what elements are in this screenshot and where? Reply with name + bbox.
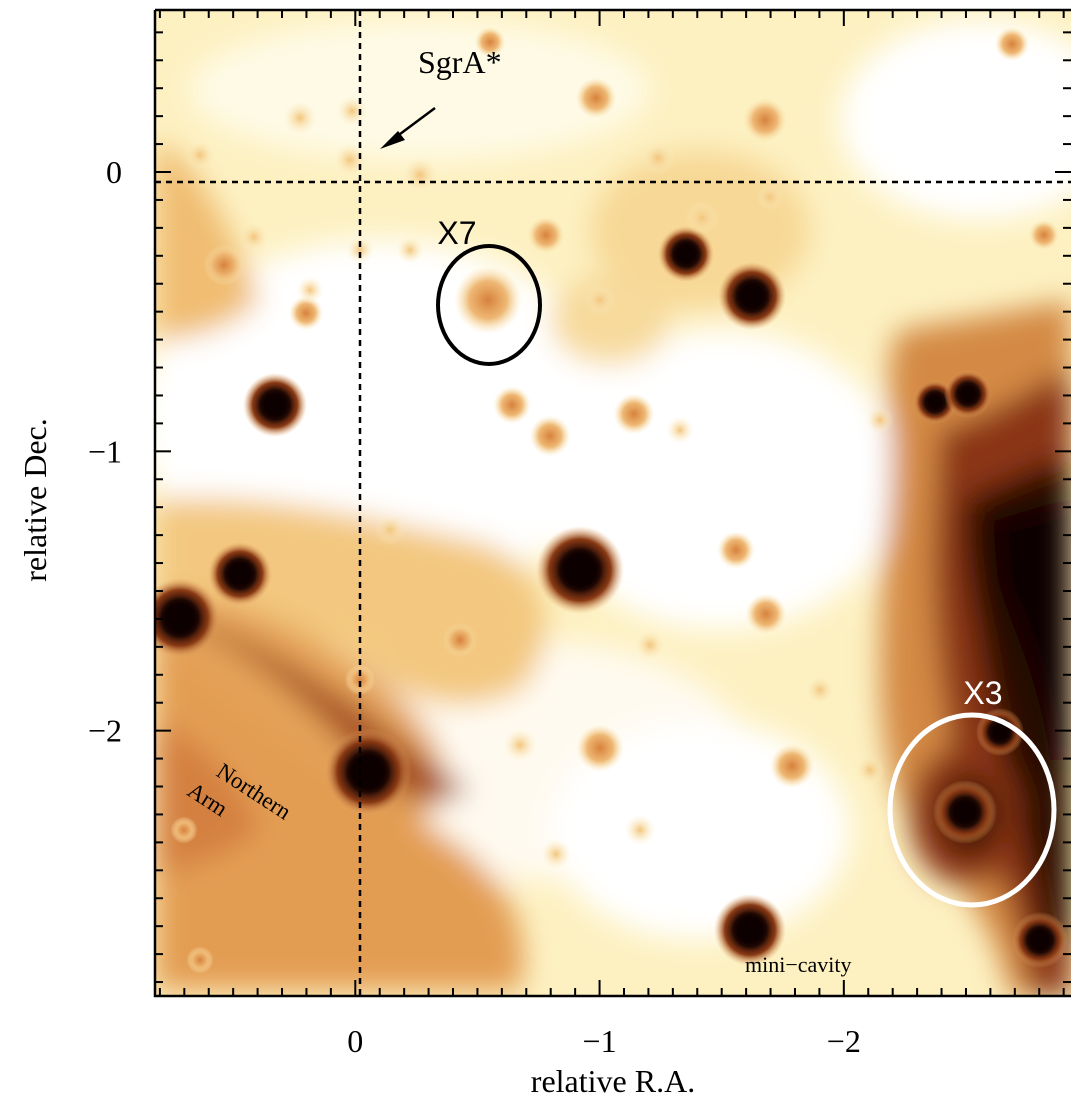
point-source-halo bbox=[170, 816, 198, 844]
point-source-halo bbox=[493, 386, 531, 424]
point-source-halo bbox=[866, 406, 894, 434]
point-source-halo bbox=[283, 101, 317, 135]
point-source-halo bbox=[333, 143, 367, 177]
point-source-core bbox=[950, 797, 980, 827]
point-source-halo bbox=[576, 724, 624, 772]
point-source-core bbox=[733, 913, 767, 947]
point-source-halo bbox=[666, 416, 694, 444]
point-source-core bbox=[736, 280, 768, 312]
point-source-core bbox=[560, 550, 600, 590]
point-source-core bbox=[162, 600, 198, 636]
point-source-core bbox=[225, 559, 255, 589]
point-source-halo bbox=[474, 26, 506, 58]
tick-labels: 0 −1 −2 0 −1 −2 bbox=[88, 154, 861, 1059]
point-source-halo bbox=[624, 814, 656, 846]
point-source-halo bbox=[238, 221, 270, 253]
point-source-core bbox=[348, 752, 388, 792]
point-source-halo bbox=[454, 266, 522, 334]
y-tick-label: −1 bbox=[88, 433, 122, 469]
mini-cavity-label: mini−cavity bbox=[745, 952, 852, 977]
point-source-halo bbox=[584, 284, 616, 316]
point-source-halo bbox=[540, 838, 572, 870]
point-source-halo bbox=[769, 743, 815, 789]
point-source-halo bbox=[396, 236, 424, 264]
ticks bbox=[155, 10, 1071, 996]
x3-source-label: X3 bbox=[963, 675, 1002, 711]
x-tick-label: −2 bbox=[827, 1023, 861, 1059]
point-source-halo bbox=[804, 674, 836, 706]
point-source-halo bbox=[685, 201, 719, 235]
point-source-halo bbox=[613, 393, 655, 435]
point-source-halo bbox=[346, 236, 374, 264]
sgra-arrow-head bbox=[380, 131, 405, 149]
x-axis-title: relative R.A. bbox=[531, 1063, 695, 1099]
point-source-halo bbox=[374, 514, 406, 546]
point-source-halo bbox=[529, 415, 571, 457]
point-source-halo bbox=[717, 531, 755, 569]
point-source-core bbox=[673, 241, 699, 267]
point-source-halo bbox=[756, 183, 784, 211]
point-source-halo bbox=[401, 156, 439, 194]
point-source-halo bbox=[184, 139, 216, 171]
point-source-halo bbox=[742, 97, 788, 143]
point-source-halo bbox=[1028, 219, 1060, 251]
heatmap-image bbox=[155, 10, 1071, 996]
point-source-halo bbox=[296, 276, 324, 304]
point-source-halo bbox=[634, 629, 666, 661]
point-source-halo bbox=[641, 141, 675, 175]
x3-source-circle bbox=[887, 712, 1057, 908]
sgra-label: SgrA* bbox=[418, 44, 502, 80]
x-tick-label: 0 bbox=[347, 1023, 363, 1059]
point-source-halo bbox=[527, 216, 565, 254]
point-source-halo bbox=[503, 728, 537, 762]
y-axis-title: relative Dec. bbox=[17, 418, 53, 581]
point-source-core bbox=[925, 392, 945, 412]
point-source-core bbox=[260, 390, 290, 420]
point-source-halo bbox=[854, 754, 886, 786]
point-source-core bbox=[957, 383, 979, 405]
point-source-core bbox=[989, 721, 1011, 743]
point-source-halo bbox=[203, 244, 245, 286]
y-tick-label: −2 bbox=[88, 713, 122, 749]
point-source-halo bbox=[575, 77, 617, 119]
point-source-halo bbox=[336, 95, 368, 127]
point-source-halo bbox=[745, 593, 787, 635]
point-source-halo bbox=[995, 27, 1029, 61]
point-source-halo bbox=[186, 946, 214, 974]
x-tick-label: −1 bbox=[583, 1023, 617, 1059]
x7-source-label: X7 bbox=[437, 215, 476, 251]
point-source-halo bbox=[289, 296, 323, 330]
point-source-halo bbox=[443, 623, 477, 657]
x7-source-circle bbox=[436, 244, 542, 366]
point-source-halo bbox=[344, 664, 376, 696]
y-tick-label: 0 bbox=[106, 154, 122, 190]
point-source-core bbox=[1027, 927, 1053, 953]
